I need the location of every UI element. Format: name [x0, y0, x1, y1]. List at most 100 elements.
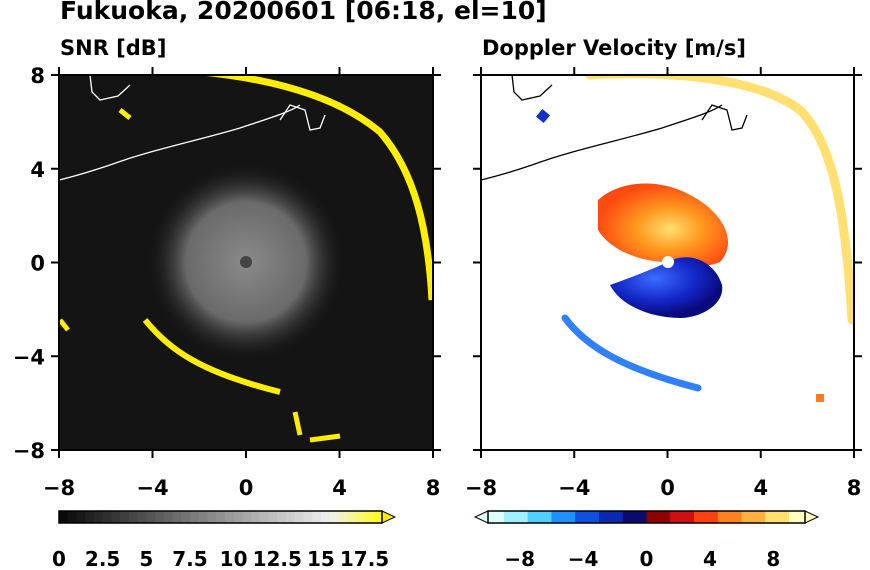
snr-colorbar-cell [216, 511, 226, 523]
snr-colorbar-cell [181, 511, 191, 523]
velocity-colorbar-cell [670, 511, 679, 523]
velocity-colorbar-extend-max [804, 510, 820, 524]
snr-xtick-label: 4 [332, 476, 347, 500]
velocity-radar-site [662, 256, 674, 268]
velocity-colorbar-cell [749, 511, 758, 523]
coastline [481, 104, 723, 181]
snr-colorbar-cell [207, 511, 217, 523]
velocity-negative-region [610, 257, 723, 318]
snr-colorbar-label: 17.5 [340, 547, 389, 570]
velocity-colorbar-cell [583, 511, 592, 523]
velocity-panel [480, 74, 855, 451]
snr-colorbar-cell [137, 511, 147, 523]
velocity-colorbar-label: −4 [568, 547, 599, 570]
snr-colorbar-cell [294, 511, 304, 523]
velocity-colorbar-cell [709, 511, 719, 523]
snr-colorbar-cell [329, 511, 339, 523]
velocity-colorbar-cell [678, 511, 687, 523]
snr-colorbar-cell [355, 511, 366, 523]
snr-colorbar-cell [224, 511, 235, 523]
snr-colorbar-label: 2.5 [85, 547, 120, 570]
coastline [59, 104, 301, 181]
snr-xtick-label: −8 [43, 476, 75, 500]
velocity-colorbar-cell [797, 511, 806, 523]
snr-colorbar-cell [338, 511, 348, 523]
snr-yellow-band-south [142, 318, 281, 395]
snr-xtick-label: 8 [426, 476, 441, 500]
snr-colorbar-cell [128, 511, 139, 523]
snr-panel [58, 74, 434, 451]
velocity-xtick-label: −8 [465, 476, 497, 500]
velocity-far-arc [585, 75, 854, 325]
velocity-colorbar-extend-min [473, 510, 489, 524]
velocity-colorbar-cell [646, 511, 655, 523]
coastline-north [89, 75, 131, 101]
velocity-colorbar-cell [733, 511, 743, 523]
snr-ytick-label: 4 [30, 158, 45, 182]
snr-colorbar-cell [111, 511, 121, 523]
snr-colorbar-label: 15 [307, 547, 335, 570]
velocity-colorbar-cell [741, 511, 751, 523]
snr-colorbar-frame [58, 510, 383, 524]
snr-colorbar-cell [102, 511, 112, 523]
snr-colorbar-cell [163, 511, 173, 523]
velocity-colorbar-cell [725, 511, 735, 523]
velocity-colorbar-cell [503, 511, 513, 523]
velocity-colorbar-cell [622, 511, 632, 523]
velocity-colorbar-cell [701, 511, 711, 523]
snr-colorbar-cell [277, 511, 287, 523]
snr-colorbar-cell [76, 511, 86, 523]
coastline-harbor [701, 104, 748, 131]
snr-ytick-label: 8 [30, 64, 45, 88]
snr-colorbar-cell [189, 511, 200, 523]
velocity-colorbar-label: 8 [766, 547, 780, 570]
snr-colorbar-cell [347, 511, 357, 523]
velocity-colorbar-cell [543, 511, 552, 523]
snr-colorbar-cell [172, 511, 182, 523]
velocity-panel-title: Doppler Velocity [m/s] [482, 36, 746, 60]
snr-colorbar-extend [381, 510, 397, 524]
snr-yellow-arc-north-east [197, 75, 433, 301]
velocity-colorbar-cell [686, 511, 695, 523]
velocity-colorbar-cell [614, 511, 624, 523]
snr-colorbar-cell [155, 511, 165, 523]
velocity-colorbar-cell [591, 511, 600, 523]
velocity-colorbar-cell [606, 511, 616, 523]
velocity-xtick-label: 0 [660, 476, 675, 500]
snr-colorbar-cell [373, 511, 383, 523]
velocity-patch-north-west [535, 108, 551, 124]
snr-ytick-label: 0 [30, 252, 45, 276]
velocity-colorbar-cell [551, 511, 560, 523]
velocity-colorbar-label: 4 [703, 547, 717, 570]
velocity-south-band [561, 314, 702, 392]
snr-yellow-patch-west [59, 108, 132, 332]
snr-colorbar-cell [93, 511, 104, 523]
velocity-colorbar-cell [495, 511, 505, 523]
velocity-xtick-label: 4 [753, 476, 768, 500]
velocity-colorbar-cell [535, 511, 544, 523]
colorbars: 0 2.5 5 7.5 10 12.5 15 17.5 −8 −4 0 4 8 [52, 510, 820, 570]
velocity-colorbar-cell [511, 511, 521, 523]
coastline-harbor [279, 104, 326, 131]
velocity-positive-region [598, 183, 729, 267]
velocity-colorbar-cell [638, 511, 647, 523]
snr-colorbar-cell [320, 511, 331, 523]
velocity-colorbar-cell [519, 511, 529, 523]
velocity-colorbar-cell [662, 511, 671, 523]
snr-colorbar-cell [285, 511, 296, 523]
velocity-colorbar-label: 0 [640, 547, 654, 570]
velocity-colorbar-frame [487, 510, 806, 524]
figure-title: Fukuoka, 20200601 [06:18, el=10] [60, 0, 547, 25]
velocity-colorbar-cell [575, 511, 584, 523]
snr-xtick-label: 0 [239, 476, 254, 500]
snr-colorbar-label: 7.5 [172, 547, 207, 570]
velocity-colorbar-label: −8 [504, 547, 535, 570]
snr-ytick-label: −8 [13, 439, 45, 463]
snr-xtick-label: −4 [136, 476, 168, 500]
snr-yellow-patch-south-east [292, 411, 341, 443]
snr-colorbar-cell [233, 511, 243, 523]
snr-colorbar-label: 5 [139, 547, 153, 570]
velocity-colorbar-cell [781, 511, 790, 523]
snr-colorbar-cell [242, 511, 252, 523]
